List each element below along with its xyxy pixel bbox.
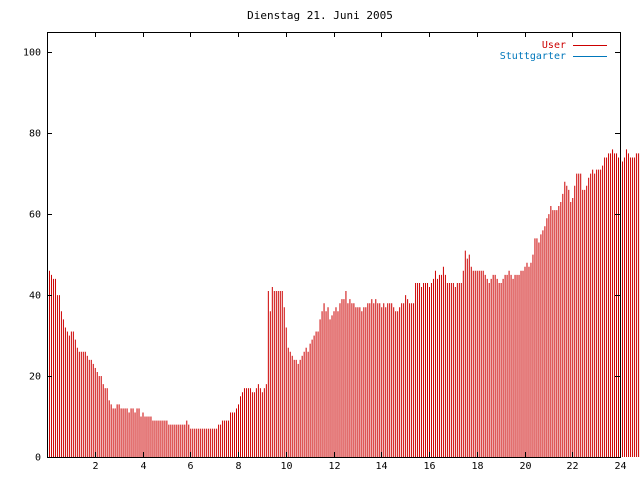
- legend-label: User: [542, 40, 566, 51]
- x-tick-label: 8: [235, 461, 241, 472]
- legend-label: Stuttgarter: [500, 51, 566, 62]
- x-tick-label: 12: [328, 461, 340, 472]
- y-tick-label: 60: [29, 210, 41, 221]
- x-tick-label: 4: [140, 461, 146, 472]
- chart-title: Dienstag 21. Juni 2005: [247, 9, 393, 22]
- x-tick-label: 22: [566, 461, 578, 472]
- x-tick-label: 18: [471, 461, 483, 472]
- y-tick-label: 80: [29, 129, 41, 140]
- y-tick-label: 100: [23, 48, 41, 59]
- x-tick-label: 16: [423, 461, 435, 472]
- x-tick-label: 14: [375, 461, 387, 472]
- x-tick-label: 6: [187, 461, 193, 472]
- y-tick-label: 20: [29, 372, 41, 383]
- y-tick-label: 40: [29, 291, 41, 302]
- x-tick-label: 2: [92, 461, 98, 472]
- x-tick-label: 20: [519, 461, 531, 472]
- x-tick-label: 24: [614, 461, 626, 472]
- x-tick-label: 10: [280, 461, 292, 472]
- y-tick-label: 0: [35, 453, 41, 464]
